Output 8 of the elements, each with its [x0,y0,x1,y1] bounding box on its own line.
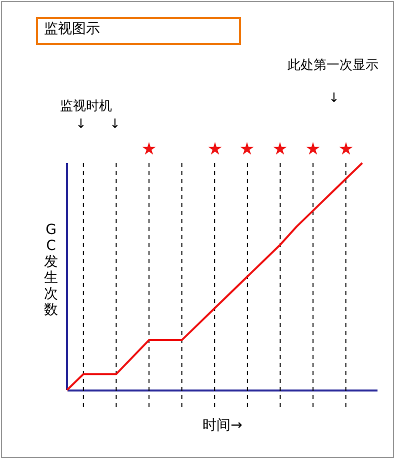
text: ↓ [328,91,340,106]
x-axis-title: 时间→ [202,418,243,434]
text: 此处第一次显示 [288,57,378,74]
text: 监视时机 [60,98,112,115]
y-axis-title: GC发生次数 [43,222,59,318]
text: ↓ [76,117,86,132]
chart-title: 监视图示 [36,17,241,45]
text: ↓ [110,117,120,132]
